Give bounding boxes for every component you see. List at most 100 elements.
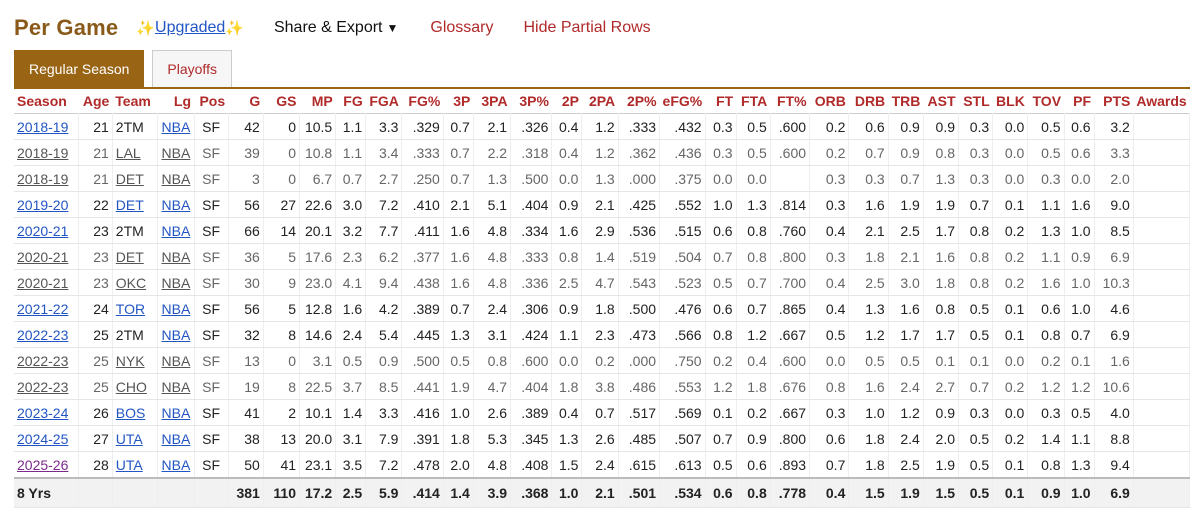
league-link[interactable]: NBA (161, 378, 191, 395)
column-header[interactable]: Pos (199, 93, 226, 109)
league-link[interactable]: NBA (161, 118, 191, 135)
table-cell: 2025-26 (14, 451, 79, 479)
league-link[interactable]: NBA (161, 144, 191, 161)
column-header[interactable]: 2P% (626, 93, 657, 109)
season-link[interactable]: 2022-23 (17, 378, 69, 395)
season-link[interactable]: 2019-20 (17, 196, 69, 213)
season-link[interactable]: 2020-21 (17, 248, 69, 265)
column-header[interactable]: MP (311, 93, 333, 109)
upgraded-link[interactable]: Upgraded (155, 19, 226, 36)
team-link[interactable]: DET (115, 196, 144, 213)
table-cell: 0.7 (848, 139, 889, 166)
table-cell: 23 (78, 269, 113, 296)
column-header[interactable]: ORB (814, 93, 846, 109)
table-cell: 2.4 (335, 321, 367, 348)
team-link[interactable]: UTA (115, 456, 143, 473)
column-header[interactable]: AST (927, 93, 956, 109)
column-header[interactable]: G (249, 93, 261, 109)
table-cell: 2022-23 (14, 373, 79, 400)
team-link[interactable]: UTA (115, 430, 143, 447)
table-cell: 1.1 (1064, 425, 1095, 452)
season-link[interactable]: 2023-24 (17, 404, 69, 421)
column-header[interactable]: PTS (1103, 93, 1131, 109)
column-header[interactable]: TOV (1032, 93, 1062, 109)
season-link[interactable]: 2018-19 (17, 118, 69, 135)
column-header[interactable]: 3P (453, 93, 471, 109)
team-link[interactable]: OKC (115, 274, 147, 291)
column-header[interactable]: FTA (741, 93, 768, 109)
column-header[interactable]: eFG% (662, 93, 703, 109)
column-header[interactable]: Age (82, 93, 110, 109)
column-header[interactable]: 3PA (481, 93, 508, 109)
glossary-link[interactable]: Glossary (430, 19, 494, 36)
team-link[interactable]: DET (115, 248, 144, 265)
column-header[interactable]: DRB (854, 93, 886, 109)
league-link[interactable]: NBA (161, 300, 191, 317)
season-link[interactable]: 2018-19 (17, 170, 69, 187)
column-header[interactable]: STL (963, 93, 990, 109)
table-cell: SF (194, 399, 229, 426)
league-link[interactable]: NBA (161, 222, 191, 239)
league-link[interactable]: NBA (161, 248, 191, 265)
column-header[interactable]: Season (17, 93, 67, 109)
column-header[interactable]: TRB (891, 93, 921, 109)
column-header[interactable]: PF (1073, 93, 1092, 109)
season-link[interactable]: 2020-21 (17, 274, 69, 291)
column-header[interactable]: FGA (369, 93, 399, 109)
league-link[interactable]: NBA (161, 430, 191, 447)
league-link[interactable]: NBA (161, 326, 191, 343)
season-link[interactable]: 2021-22 (17, 300, 69, 317)
table-cell: 1.2 (705, 373, 737, 400)
team-link[interactable]: TOR (115, 300, 146, 317)
column-header[interactable]: Team (115, 93, 151, 109)
column-header[interactable]: FG (343, 93, 363, 109)
season-link[interactable]: 2020-21 (17, 222, 69, 239)
table-cell: .333 (401, 139, 444, 166)
team-link[interactable]: CHO (115, 378, 147, 395)
table-cell: 1.6 (335, 295, 367, 322)
team-link[interactable]: NYK (115, 352, 145, 369)
tab-playoffs[interactable]: Playoffs (152, 50, 232, 87)
column-header[interactable]: Awards (1136, 93, 1187, 109)
season-link[interactable]: 2022-23 (17, 326, 69, 343)
upgraded-badge[interactable]: ✨ Upgraded ✨ (136, 19, 244, 37)
table-cell: 2.1 (848, 217, 889, 244)
table-cell: 0.5 (958, 425, 994, 452)
table-cell: 4.2 (365, 295, 403, 322)
column-header[interactable]: FT% (776, 93, 807, 109)
table-cell: 0.8 (736, 217, 771, 244)
tab-regular-season[interactable]: Regular Season (14, 50, 145, 87)
column-header[interactable]: Lg (173, 93, 191, 109)
league-link[interactable]: NBA (161, 196, 191, 213)
season-link[interactable]: 2025-26 (17, 456, 69, 473)
season-link[interactable]: 2022-23 (17, 352, 69, 369)
table-cell: .404 (510, 191, 553, 218)
table-cell: .333 (510, 243, 553, 270)
column-header[interactable]: BLK (996, 93, 1025, 109)
team-link[interactable]: BOS (115, 404, 146, 421)
table-cell: 0.5 (736, 139, 771, 166)
team-link[interactable]: LAL (115, 144, 141, 161)
league-link[interactable]: NBA (161, 274, 191, 291)
league-link[interactable]: NBA (161, 404, 191, 421)
column-header[interactable]: 2P (561, 93, 579, 109)
league-link[interactable]: NBA (161, 352, 191, 369)
hide-partial-rows-button[interactable]: Hide Partial Rows (523, 19, 651, 36)
season-link[interactable]: 2024-25 (17, 430, 69, 447)
team-link[interactable]: DET (115, 170, 144, 187)
column-header[interactable]: GS (276, 93, 297, 109)
table-cell: .432 (659, 113, 706, 140)
column-header[interactable]: 3P% (519, 93, 549, 109)
table-cell: 0.7 (705, 243, 737, 270)
table-cell: 2.5 (335, 477, 367, 508)
league-link[interactable]: NBA (161, 456, 191, 473)
column-header[interactable]: FT (715, 93, 734, 109)
share-export-menu[interactable]: Share & Export ▼ (274, 19, 398, 37)
column-header[interactable]: 2PA (588, 93, 616, 109)
league-link[interactable]: NBA (161, 170, 191, 187)
season-link[interactable]: 2018-19 (17, 144, 69, 161)
table-cell: 1.6 (443, 217, 474, 244)
table-cell: 3.9 (473, 477, 512, 508)
table-cell: 0.8 (551, 243, 583, 270)
column-header[interactable]: FG% (408, 93, 441, 109)
